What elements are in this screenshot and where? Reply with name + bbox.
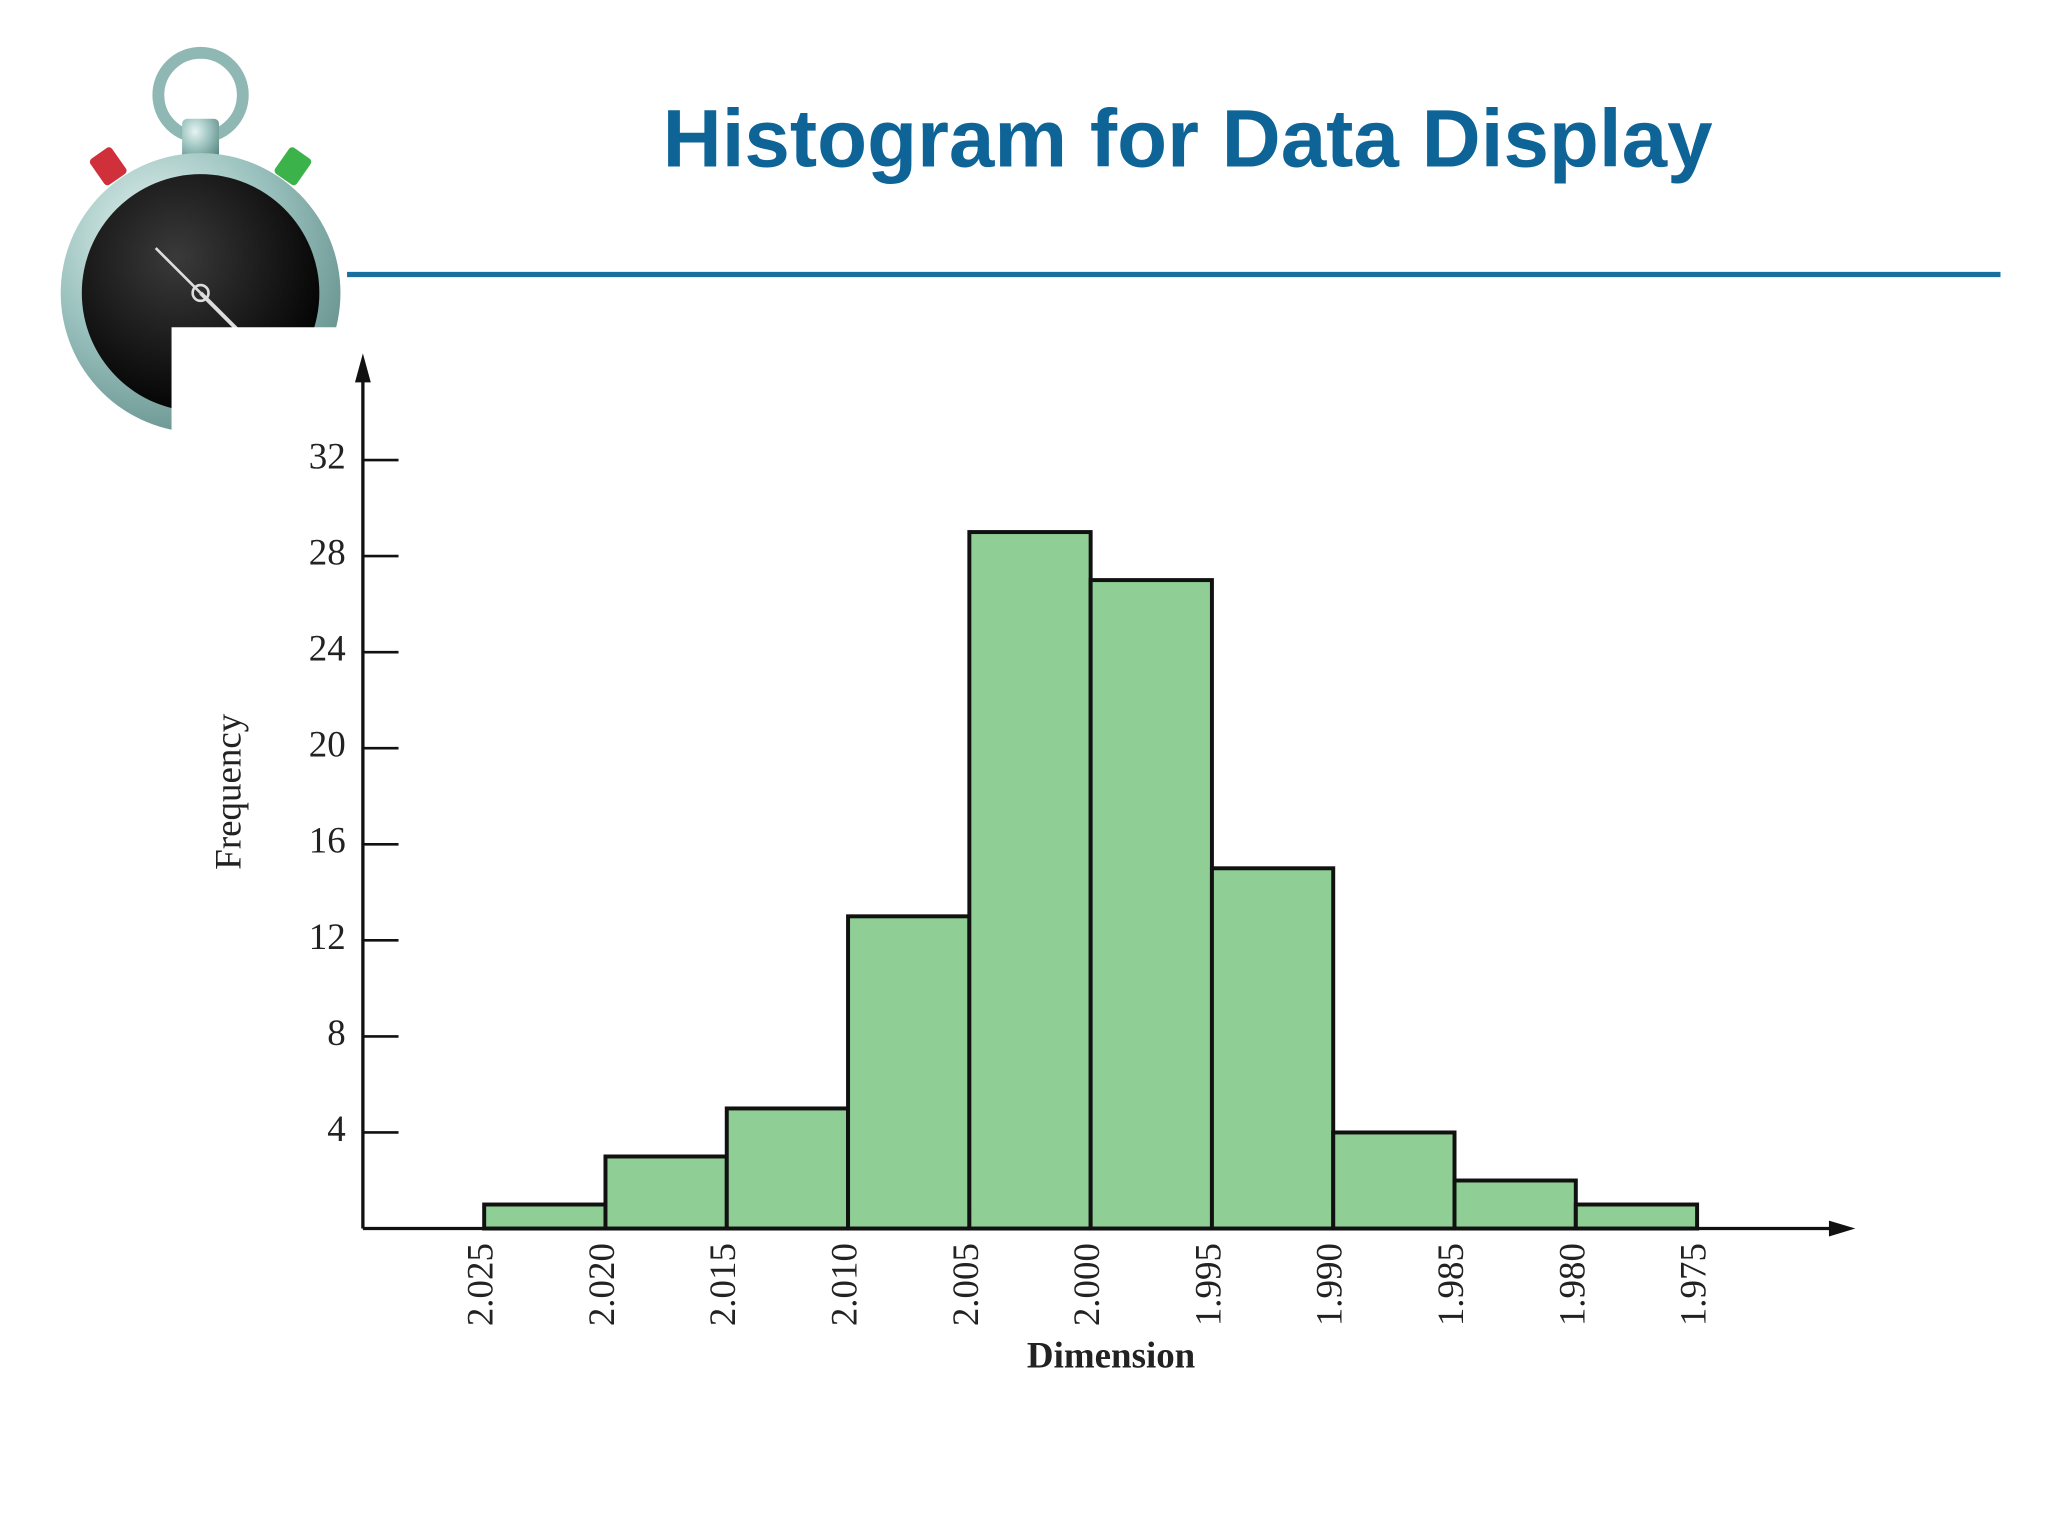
bar — [1209, 866, 1336, 1231]
x-tick-label: 2.005 — [945, 1243, 986, 1326]
x-tick-label: 1.985 — [1430, 1243, 1471, 1326]
x-tick-label: 1.975 — [1673, 1243, 1714, 1326]
bar — [603, 1154, 729, 1231]
bar — [1331, 1130, 1457, 1231]
y-tick-label: 32 — [309, 435, 346, 476]
x-tick-label: 2.025 — [460, 1243, 501, 1326]
bar — [1088, 578, 1214, 1231]
y-tick-label: 24 — [309, 628, 346, 669]
x-tick-label: 1.995 — [1187, 1243, 1228, 1326]
bar — [1573, 1202, 1700, 1231]
x-tick-label: 2.000 — [1066, 1243, 1107, 1326]
slide-title: Histogram for Data Display — [663, 94, 1713, 185]
y-tick-label: 20 — [309, 724, 346, 765]
x-tick-label: 2.020 — [581, 1243, 622, 1326]
y-tick-label: 28 — [309, 532, 346, 573]
x-tick-label: 2.010 — [824, 1243, 865, 1326]
x-axis-arrow — [1828, 1220, 1856, 1237]
y-tick-label: 4 — [327, 1108, 345, 1149]
x-tick-label: 1.990 — [1309, 1243, 1350, 1326]
bar — [1452, 1178, 1578, 1231]
x-tick-label: 2.015 — [702, 1243, 743, 1326]
y-axis-label: Frequency — [208, 713, 249, 869]
x-axis-label: Dimension — [1027, 1335, 1195, 1376]
bar — [724, 1106, 851, 1231]
bar — [482, 1202, 608, 1231]
x-tick-label: 1.980 — [1551, 1243, 1592, 1326]
y-tick-label: 8 — [327, 1012, 345, 1053]
bar — [967, 530, 1093, 1231]
y-tick-label: 12 — [309, 916, 346, 957]
y-axis-arrow — [354, 353, 371, 383]
bar — [846, 914, 972, 1231]
y-tick-label: 16 — [309, 820, 346, 861]
